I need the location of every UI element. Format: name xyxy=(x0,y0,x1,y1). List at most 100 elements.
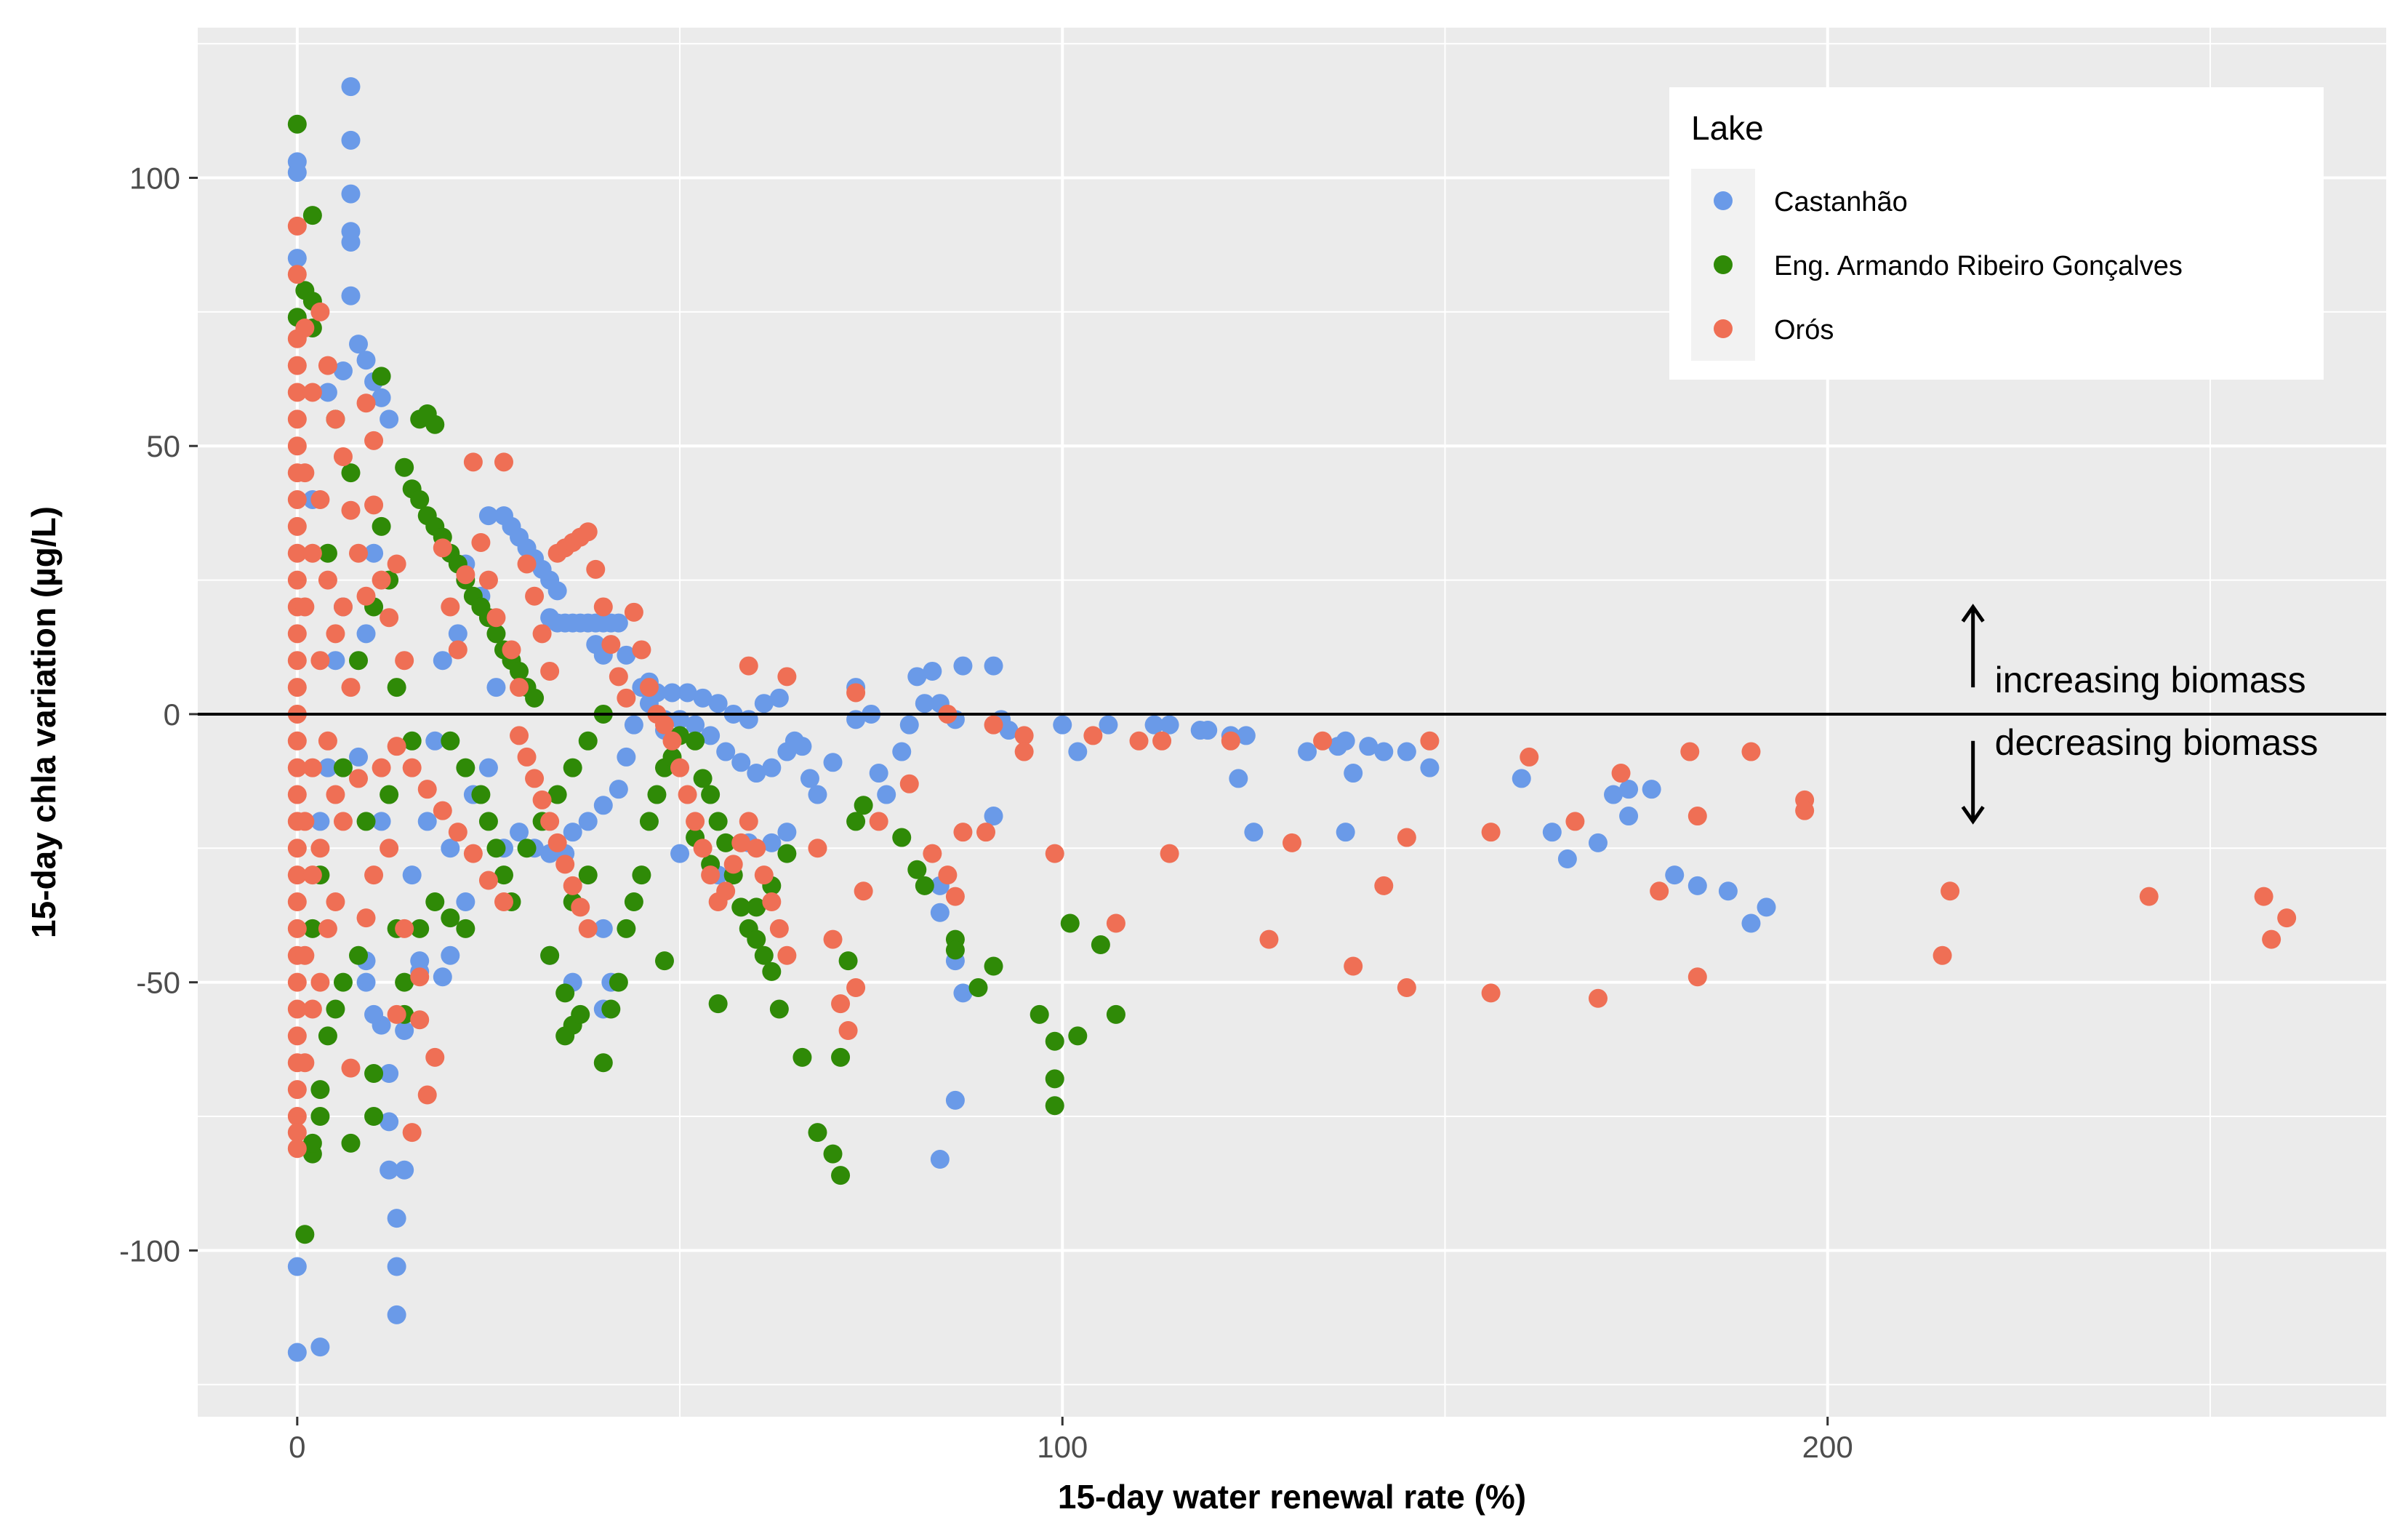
data-point xyxy=(777,945,797,965)
data-point xyxy=(792,1047,812,1067)
increasing-biomass-label: increasing biomass xyxy=(1995,660,2306,700)
data-point xyxy=(494,452,513,472)
data-point xyxy=(693,688,713,708)
data-point xyxy=(678,785,697,804)
data-point xyxy=(410,919,430,938)
data-point xyxy=(441,731,460,751)
data-point xyxy=(395,1160,414,1180)
data-point xyxy=(777,844,797,863)
data-point xyxy=(754,945,774,965)
data-point xyxy=(754,865,774,885)
data-point xyxy=(387,737,406,756)
data-point xyxy=(547,581,567,601)
data-point xyxy=(372,812,391,831)
data-point xyxy=(578,919,598,938)
data-point xyxy=(326,624,345,644)
data-point xyxy=(425,892,445,912)
up-arrow-head xyxy=(1961,604,1985,623)
data-point xyxy=(1642,780,1661,799)
data-point xyxy=(555,1026,575,1046)
data-point xyxy=(563,758,582,777)
y-axis-title: 15-day chla variation (µg/L) xyxy=(25,506,63,938)
data-point xyxy=(984,807,1003,826)
data-point xyxy=(287,758,307,777)
data-point xyxy=(341,500,361,520)
data-point xyxy=(1611,764,1631,783)
data-point xyxy=(877,785,896,804)
data-point xyxy=(1687,876,1707,895)
data-point xyxy=(318,731,337,751)
data-point xyxy=(372,758,391,777)
data-point xyxy=(486,608,506,628)
data-point xyxy=(754,694,774,713)
data-point xyxy=(326,892,345,912)
data-point xyxy=(456,892,475,912)
data-point xyxy=(617,645,636,665)
data-point xyxy=(326,409,345,429)
data-point xyxy=(356,812,376,831)
data-point xyxy=(1229,769,1248,788)
data-point xyxy=(769,688,789,708)
data-point xyxy=(302,1133,322,1153)
data-point xyxy=(310,839,330,858)
data-point xyxy=(555,983,575,1003)
data-point xyxy=(341,77,361,97)
data-point xyxy=(287,114,307,134)
data-point xyxy=(1565,812,1585,831)
data-point xyxy=(287,1139,307,1159)
data-point xyxy=(563,823,582,842)
data-point xyxy=(1687,807,1707,826)
data-point xyxy=(639,812,659,831)
data-point xyxy=(586,559,606,579)
data-point xyxy=(287,785,307,804)
data-point xyxy=(402,731,422,751)
data-point xyxy=(701,785,721,804)
data-point xyxy=(708,694,728,713)
y-tick-label: 100 xyxy=(129,161,180,195)
data-point xyxy=(364,1064,384,1084)
data-point xyxy=(601,635,621,655)
data-point xyxy=(410,967,430,987)
data-point xyxy=(1359,737,1378,756)
data-point xyxy=(448,640,467,660)
data-point xyxy=(1687,967,1707,987)
data-point xyxy=(716,881,736,901)
data-point xyxy=(716,742,736,761)
data-point xyxy=(831,994,851,1014)
data-point xyxy=(302,543,322,563)
data-point xyxy=(326,999,345,1019)
data-point xyxy=(686,812,705,831)
data-point xyxy=(364,543,384,563)
y-tick-label: 50 xyxy=(146,429,180,463)
data-point xyxy=(387,554,406,574)
data-point xyxy=(387,1004,406,1024)
data-point xyxy=(1144,715,1164,735)
data-point xyxy=(372,570,391,590)
data-point xyxy=(747,764,766,783)
data-point xyxy=(310,812,330,831)
y-tick-label: -100 xyxy=(119,1233,180,1268)
data-point xyxy=(287,409,307,429)
data-point xyxy=(364,1004,384,1024)
data-point xyxy=(302,758,322,777)
data-point xyxy=(984,656,1003,676)
data-point xyxy=(731,897,751,917)
data-point xyxy=(823,753,843,772)
data-point xyxy=(356,393,376,413)
data-point xyxy=(792,737,812,756)
data-point xyxy=(639,678,659,697)
data-point xyxy=(302,206,322,225)
data-point xyxy=(1374,876,1394,895)
data-point xyxy=(287,865,307,885)
data-point xyxy=(838,951,858,971)
data-point xyxy=(510,823,529,842)
data-point xyxy=(1397,742,1416,761)
data-point xyxy=(899,715,919,735)
legend-label: Orós xyxy=(1774,315,1834,345)
data-point xyxy=(662,683,682,703)
data-point xyxy=(846,812,866,831)
data-point xyxy=(609,780,628,799)
data-point xyxy=(1619,780,1639,799)
data-point xyxy=(547,785,567,804)
